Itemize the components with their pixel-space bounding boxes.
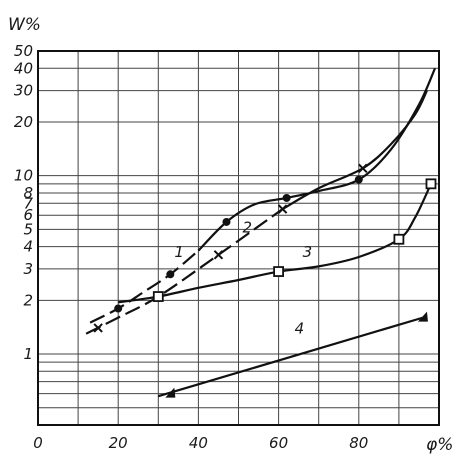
series-3-point	[273, 266, 285, 277]
y-tick-label: 50	[14, 42, 33, 60]
x-tick-label: 60	[269, 434, 288, 452]
series-3-point	[152, 291, 164, 302]
cross-mark	[93, 323, 103, 333]
y-tick-label: 6	[23, 206, 33, 224]
x-tick-label: 40	[189, 434, 208, 452]
x-axis-label: φ%	[426, 435, 453, 455]
y-tick-label: 20	[14, 113, 33, 131]
x-tick-label: 20	[109, 434, 128, 452]
series-1-point	[282, 193, 291, 202]
series-1-line	[89, 249, 200, 324]
y-tick-label: 1	[23, 345, 33, 363]
y-tick-label: 40	[14, 59, 33, 77]
markers	[93, 163, 437, 398]
series-2-line	[85, 208, 284, 335]
y-tick-label: 30	[14, 82, 33, 100]
series-4-point	[165, 387, 176, 398]
series-label: 1	[174, 243, 184, 261]
series-1-point	[222, 217, 231, 226]
grid	[38, 51, 439, 425]
series-label: 4	[295, 320, 305, 338]
series-label: 2	[243, 219, 253, 237]
series-1-point	[114, 304, 123, 313]
x-tick-label: 0	[33, 434, 43, 452]
plot-frame	[37, 50, 440, 426]
series-2-point	[93, 323, 103, 333]
y-tick-label: 5	[23, 220, 33, 238]
series-2-line	[282, 90, 428, 210]
y-tick-label: 7	[23, 194, 33, 212]
series-2-point	[213, 250, 224, 260]
y-tick-label: 2	[23, 291, 33, 309]
series-4-point	[417, 311, 428, 322]
cross-mark	[277, 204, 288, 214]
series-1-point	[354, 175, 363, 184]
series-4-line	[157, 316, 424, 398]
series-2-point	[277, 204, 288, 214]
series-2-point	[358, 163, 368, 173]
y-tick-label: 10	[14, 167, 33, 185]
series-3-line	[118, 183, 432, 304]
series-label: 3	[303, 243, 313, 261]
cross-mark	[213, 250, 224, 260]
x-tick-label: 80	[349, 434, 368, 452]
curves	[85, 67, 436, 398]
y-tick-label: 3	[23, 260, 33, 278]
series-1-point	[166, 270, 175, 279]
y-tick-label: 4	[23, 238, 33, 256]
series-1-line	[197, 67, 436, 252]
series-3-point	[393, 233, 405, 245]
y-axis-label: W%	[8, 15, 41, 35]
series-3-point	[425, 178, 437, 190]
cross-mark	[358, 163, 368, 173]
y-tick-label: 8	[23, 184, 33, 202]
